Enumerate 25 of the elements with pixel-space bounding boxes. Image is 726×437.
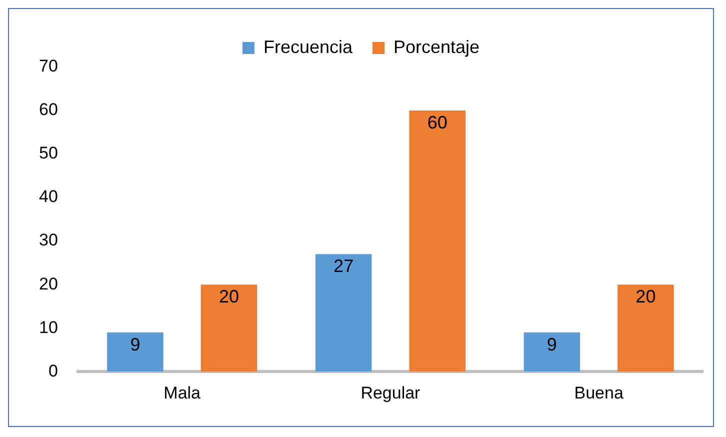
bar [200, 284, 258, 372]
bar [524, 332, 580, 372]
bar [409, 110, 466, 372]
y-tick-label: 30 [38, 230, 58, 250]
y-tick-label: 20 [38, 274, 58, 294]
legend-label: Porcentaje [393, 36, 480, 57]
y-tick-label: 40 [38, 187, 58, 206]
x-tick-label: Buena [574, 383, 624, 402]
data-label: 20 [218, 286, 239, 307]
y-tick-label: 50 [38, 144, 58, 163]
bar [107, 332, 164, 372]
legend-label: Frecuencia [263, 36, 354, 57]
bar [618, 284, 674, 372]
y-tick-label: 70 [38, 56, 58, 76]
bar [315, 254, 372, 372]
y-tick-label: 10 [38, 318, 58, 337]
data-label: 60 [427, 112, 448, 132]
data-label: 9 [546, 334, 557, 354]
data-label: 9 [130, 334, 140, 354]
y-tick-label: 0 [48, 361, 58, 380]
y-tick-label: 60 [38, 100, 58, 120]
data-label: 27 [334, 256, 354, 276]
data-label: 20 [636, 286, 656, 307]
x-tick-label: Mala [164, 383, 202, 402]
x-tick-label: Regular [360, 383, 421, 402]
